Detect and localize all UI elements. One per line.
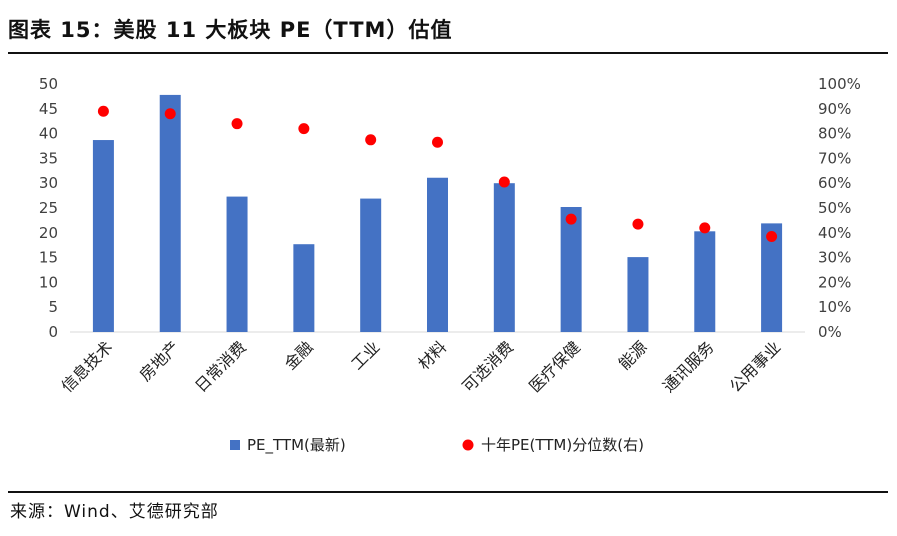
bar	[226, 196, 248, 332]
legend-bar-swatch	[230, 440, 240, 450]
right-tick-label: 70%	[818, 149, 851, 167]
scatter-point	[766, 231, 778, 243]
scatter-point	[97, 105, 109, 117]
category-label: 可选消费	[458, 337, 517, 396]
category-label: 日常消费	[191, 337, 250, 396]
right-tick-label: 20%	[818, 273, 851, 291]
bar	[360, 198, 382, 332]
legend-dot-swatch	[462, 439, 474, 451]
left-tick-label: 35	[39, 149, 58, 167]
bar	[427, 177, 448, 332]
scatter-point	[432, 136, 443, 148]
right-tick-label: 40%	[818, 224, 851, 242]
right-tick-label: 30%	[818, 249, 851, 267]
right-tick-label: 60%	[818, 174, 851, 192]
category-label: 医疗保健	[525, 337, 584, 396]
category-label: 房地产	[136, 337, 183, 384]
legend: PE_TTM(最新) 十年PE(TTM)分位数(右)	[230, 436, 644, 455]
bar-chart: 0 5 10 15 20 25 30 35 40 45 50 0% 10% 20% 30% 40% 50% 60…	[39, 75, 861, 455]
figure-title: 图表 15：美股 11 大板块 PE（TTM）估值	[8, 18, 453, 42]
right-tick-label: 80%	[818, 125, 851, 143]
left-tick-label: 5	[48, 298, 58, 316]
category-label: 工业	[347, 337, 383, 373]
legend-dot-label: 十年PE(TTM)分位数(右)	[481, 436, 644, 454]
scatter-point	[298, 123, 310, 135]
legend-bar-label: PE_TTM(最新)	[247, 436, 346, 455]
source-note: 来源：Wind、艾德研究部	[10, 502, 219, 522]
bar	[493, 183, 515, 332]
right-tick-label: 50%	[818, 199, 851, 217]
category-label: 公用事业	[726, 337, 785, 396]
scatter-point	[632, 218, 644, 230]
left-tick-label: 20	[39, 224, 58, 242]
scatter-point	[365, 134, 377, 146]
category-label: 能源	[615, 337, 651, 373]
bar	[694, 231, 716, 332]
bar	[159, 94, 181, 332]
bar	[627, 257, 649, 332]
source-rule	[8, 491, 888, 493]
bar	[761, 223, 783, 332]
left-tick-label: 25	[39, 199, 58, 217]
right-tick-label: 90%	[818, 100, 851, 118]
scatter-series	[97, 105, 778, 243]
left-axis: 0 5 10 15 20 25 30 35 40 45 50	[39, 75, 58, 341]
left-tick-label: 50	[39, 75, 58, 93]
left-tick-label: 0	[48, 323, 58, 341]
right-axis: 0% 10% 20% 30% 40% 50% 60% 70% 80% 90% 100%	[818, 75, 861, 341]
right-tick-label: 10%	[818, 298, 851, 316]
category-labels: 信息技术 房地产 日常消费 金融 工业 材料 可选消费 医疗保健 能源 通讯服务 公用事业	[58, 337, 785, 396]
scatter-point	[498, 176, 510, 188]
right-tick-label: 100%	[818, 75, 861, 93]
left-tick-label: 15	[39, 249, 58, 267]
category-label: 金融	[281, 337, 317, 373]
scatter-point	[164, 108, 176, 120]
bar	[560, 207, 582, 332]
scatter-point	[699, 222, 711, 234]
category-label: 信息技术	[58, 337, 117, 396]
bar	[293, 244, 315, 332]
title-rule	[8, 52, 888, 54]
category-label: 材料	[414, 337, 450, 373]
scatter-point	[231, 118, 243, 130]
right-tick-label: 0%	[818, 323, 842, 341]
left-tick-label: 45	[39, 100, 58, 118]
left-tick-label: 30	[39, 174, 58, 192]
bar	[92, 140, 114, 332]
category-label: 通讯服务	[659, 337, 718, 396]
scatter-point	[565, 213, 577, 225]
left-tick-label: 40	[39, 125, 58, 143]
bar-series	[92, 94, 783, 332]
left-tick-label: 10	[39, 273, 58, 291]
